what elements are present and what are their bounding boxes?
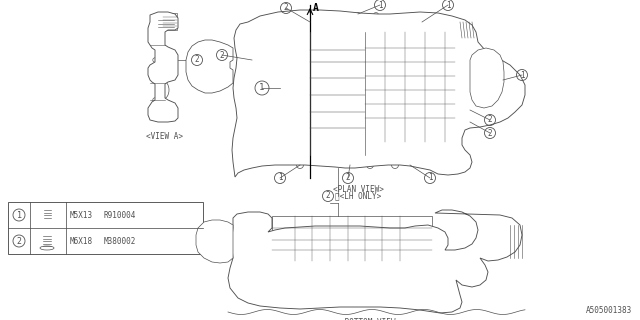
Text: A505001383: A505001383 <box>586 306 632 315</box>
Bar <box>164 104 168 108</box>
Text: 2: 2 <box>220 51 224 60</box>
Bar <box>318 36 333 46</box>
Text: 2: 2 <box>195 55 199 65</box>
Polygon shape <box>196 220 233 263</box>
Text: <PLAN VIEW>: <PLAN VIEW> <box>333 185 383 194</box>
Bar <box>338 50 353 58</box>
Polygon shape <box>470 48 504 108</box>
Text: M380002: M380002 <box>104 236 136 245</box>
Text: 1: 1 <box>278 173 282 182</box>
Text: 1: 1 <box>520 70 524 79</box>
Text: 2: 2 <box>488 116 492 124</box>
Text: 2: 2 <box>326 191 330 201</box>
Bar <box>169 104 173 108</box>
Text: A: A <box>313 3 319 13</box>
Bar <box>163 13 177 30</box>
Bar <box>318 110 356 120</box>
Text: <VIEW A>: <VIEW A> <box>147 132 184 141</box>
Text: ②<LH ONLY>: ②<LH ONLY> <box>335 191 381 201</box>
Bar <box>365 32 455 142</box>
Bar <box>318 50 333 58</box>
Text: 1: 1 <box>378 1 382 10</box>
Text: R910004: R910004 <box>104 211 136 220</box>
Polygon shape <box>228 210 522 313</box>
Text: 2: 2 <box>284 4 288 12</box>
Bar <box>338 62 353 70</box>
Bar <box>318 128 356 136</box>
Text: 2: 2 <box>346 173 350 182</box>
Bar <box>318 95 356 105</box>
Bar <box>338 36 353 46</box>
Text: 1: 1 <box>259 84 265 92</box>
Text: M6X18: M6X18 <box>70 236 93 245</box>
Text: 1: 1 <box>428 173 432 182</box>
Text: 1: 1 <box>445 1 451 10</box>
Text: <BOTTOM VIEW>: <BOTTOM VIEW> <box>340 318 400 320</box>
Bar <box>318 62 333 70</box>
Bar <box>8 202 203 254</box>
Bar <box>272 216 432 261</box>
Text: M5X13: M5X13 <box>70 211 93 220</box>
Polygon shape <box>186 40 233 93</box>
Polygon shape <box>232 10 525 177</box>
Bar <box>238 268 258 293</box>
Text: 2: 2 <box>17 236 22 245</box>
Polygon shape <box>148 12 178 122</box>
Text: 1: 1 <box>17 211 22 220</box>
Text: 2: 2 <box>488 129 492 138</box>
